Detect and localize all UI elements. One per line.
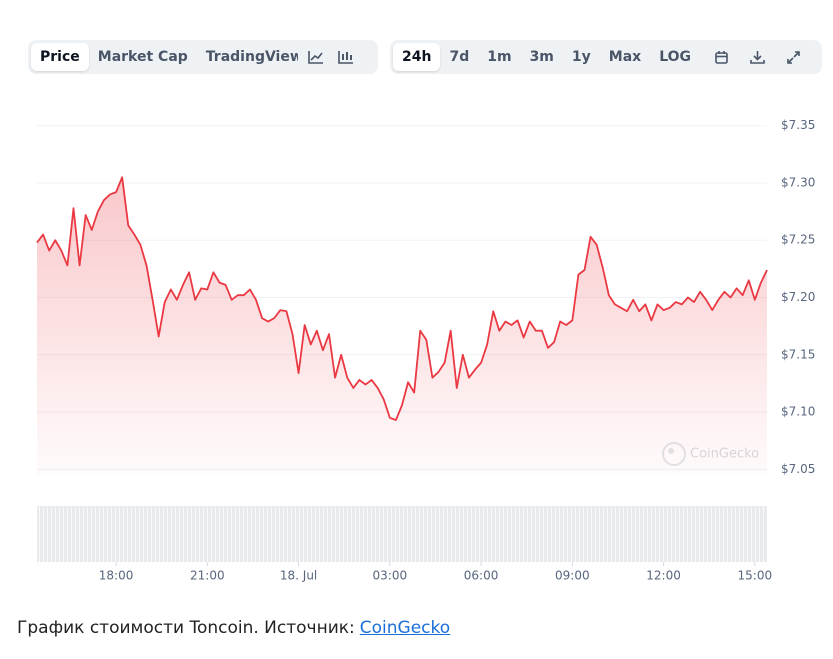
x-tick-label: 21:00 [190, 569, 225, 583]
caption: График стоимости Toncoin. Источник: CoinG… [17, 618, 450, 638]
download-button[interactable] [742, 43, 772, 71]
view-button[interactable]: TradingView [205, 49, 303, 65]
y-tick-label: $7.10 [781, 405, 815, 419]
volume-shade [37, 506, 767, 562]
y-tick-label: $7.20 [781, 290, 815, 304]
price-line [36, 176, 768, 421]
y-tick-label: $7.35 [781, 118, 815, 132]
calendar-button[interactable] [706, 43, 736, 71]
range-button[interactable]: 1m [487, 49, 512, 65]
range-button[interactable]: 24h [393, 43, 441, 71]
range-button[interactable]: 1y [571, 49, 591, 65]
watermark-text: CoinGecko [690, 447, 759, 462]
candle-icon [338, 51, 353, 64]
icon [749, 51, 765, 64]
x-tick-label: 12:00 [646, 569, 681, 583]
line-icon [308, 51, 323, 64]
watermark: CoinGecko [662, 442, 759, 466]
caption-link[interactable]: CoinGecko [359, 618, 451, 638]
icon [714, 51, 728, 64]
range-button[interactable]: Max [608, 49, 642, 65]
y-tick-label: $7.25 [781, 233, 815, 247]
area-fill [37, 177, 767, 475]
view-button[interactable]: Market Cap [97, 49, 188, 65]
caption-text: График стоимости Toncoin. Источник: [17, 618, 355, 638]
y-tick-label: $7.30 [781, 175, 815, 189]
x-tick-label: 03:00 [373, 569, 408, 583]
fullscreen-button[interactable] [778, 43, 808, 71]
x-tick-label: 15:00 [738, 569, 773, 583]
y-tick-label: $7.15 [781, 347, 815, 361]
icon [786, 51, 800, 64]
x-tick-label: 18:00 [99, 569, 134, 583]
candle-chart-button[interactable] [331, 43, 361, 71]
x-tick-label: 09:00 [555, 569, 590, 583]
chart-style-group [298, 40, 378, 74]
x-tick-label: 06:00 [464, 569, 499, 583]
view-button[interactable]: Price [31, 43, 89, 71]
x-tick-label: 18. Jul [280, 569, 317, 583]
range-button[interactable]: 3m [529, 49, 554, 65]
range-button[interactable]: 7d [449, 49, 470, 65]
view-group: Price Market Cap TradingView [28, 40, 315, 74]
volume-area [37, 506, 767, 562]
range-group: 24h 7d 1m 3m 1y Max LOG [390, 40, 822, 74]
range-button[interactable]: LOG [659, 49, 692, 65]
line-chart-button[interactable] [301, 43, 331, 71]
y-tick-label: $7.05 [781, 462, 815, 476]
